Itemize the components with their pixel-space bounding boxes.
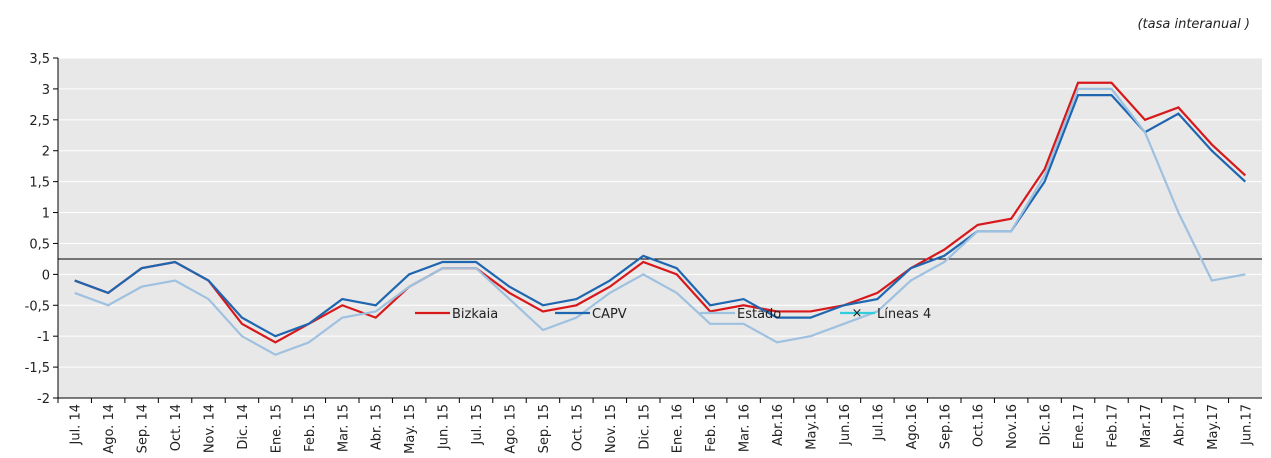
x-tick-label: May.16	[805, 404, 820, 450]
y-tick-label: 2,5	[29, 114, 50, 129]
legend-label: Bizkaia	[452, 307, 498, 322]
x-tick-label: Sep. 14	[136, 404, 151, 453]
x-tick-label: Nov.16	[1005, 404, 1020, 449]
y-tick-label: 0,5	[29, 237, 50, 252]
x-tick-label: Ene.17	[1072, 404, 1087, 449]
grid	[58, 57, 1262, 399]
x-tick-label: Jun. 15	[437, 404, 452, 450]
x-tick-label: Nov. 14	[203, 404, 218, 453]
lines	[74, 81, 1247, 356]
x-tick-label: Mar. 16	[738, 404, 753, 452]
x-tick-label: Sep. 15	[537, 404, 552, 453]
x-tick-label: Ago.16	[905, 404, 920, 450]
x-tick-label: Feb. 16	[704, 404, 719, 452]
y-tick-label: -0,5	[25, 299, 50, 314]
legend-label: CAPV	[592, 307, 627, 322]
y-tick-label: 0	[42, 268, 50, 283]
x-tick-label: Mar. 15	[336, 404, 351, 452]
x-tick-label: Ago. 14	[102, 404, 117, 454]
series-line	[74, 87, 1246, 356]
x-tick-label: Nov. 15	[604, 404, 619, 453]
x-tick-label: Ago. 15	[504, 404, 519, 454]
y-tick-label: 1,5	[29, 176, 50, 191]
x-tick-label: Ene. 16	[671, 404, 686, 453]
legend: Bizkaia CAPV Estado × Líneas 4	[415, 306, 931, 322]
x-tick-label: Sep.16	[938, 404, 953, 449]
x-tick-label: May. 15	[403, 404, 418, 454]
series-line	[74, 93, 1247, 338]
y-tick-label: 1	[42, 207, 50, 222]
plot-area	[58, 58, 1262, 398]
x-tick-label: Mar.17	[1139, 404, 1154, 448]
y-tick-label: 2	[42, 145, 50, 160]
x-tick-label: May.17	[1206, 404, 1221, 450]
x-tick-label: Jul.16	[871, 404, 886, 441]
x-tick-label: Dic. 15	[637, 404, 652, 450]
y-tick-label: -1,5	[25, 361, 50, 376]
x-tick-label: Abr.17	[1172, 404, 1187, 446]
axis: -2 -1,5 -1 -0,5 0 0,5 1 1,5 2 2,5 3 3,5 Jul. 14 Ago. …	[25, 52, 1262, 454]
x-tick-label: Jun.17	[1239, 404, 1254, 446]
y-tick-label: 3,5	[29, 52, 50, 67]
y-tick-label: -1	[37, 330, 50, 345]
x-tick-label: Abr.16	[771, 404, 786, 446]
legend-label: Estado	[737, 307, 781, 322]
x-tick-label: Dic. 14	[236, 404, 251, 450]
y-tick-label: 3	[42, 83, 50, 98]
x-tick-label: Oct. 15	[570, 404, 585, 451]
legend-marker: ×	[852, 306, 863, 321]
y-tick-label: -2	[37, 392, 50, 407]
x-tick-label: Dic.16	[1039, 404, 1054, 445]
x-tick-label: Oct.16	[972, 404, 987, 447]
x-tick-label: Jul. 15	[470, 404, 485, 446]
chart-subtitle: (tasa interanual )	[1137, 17, 1250, 32]
x-tick-label: Abr. 15	[370, 404, 385, 450]
series-line	[74, 81, 1247, 344]
x-tick-label: Oct. 14	[169, 404, 184, 451]
x-tick-label: Feb.17	[1106, 404, 1121, 448]
legend-label: Líneas 4	[877, 307, 931, 322]
x-tick-label: Jul. 14	[69, 404, 84, 446]
x-tick-label: Feb. 15	[303, 404, 318, 452]
x-tick-label: Ene. 15	[269, 404, 284, 453]
x-tick-label: Jun.16	[838, 404, 853, 446]
